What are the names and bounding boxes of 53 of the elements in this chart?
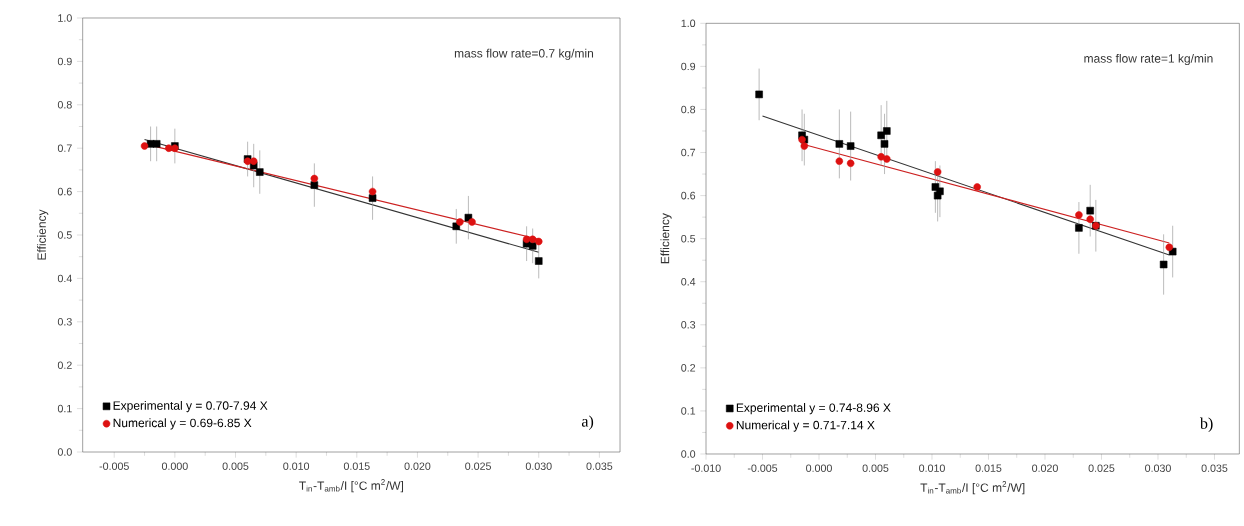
x-tick-label: 0.010 (919, 464, 945, 472)
y-tick-label: 0.4 (57, 274, 72, 283)
x-tick-label: 0.030 (525, 462, 552, 470)
y-tick-label: 0.0 (57, 448, 72, 456)
x-tick-label: 0.015 (343, 462, 370, 470)
x-tick-label: -0.005 (747, 464, 778, 472)
y-tick-label: 0.7 (57, 144, 72, 152)
y-axis-title: Efficiency (660, 213, 672, 264)
y-tick-label: 0.4 (681, 277, 696, 286)
y-tick-label: 0.9 (57, 57, 72, 66)
x-tick-label: 0.000 (161, 462, 188, 470)
x-tick-label: 0.025 (1088, 464, 1115, 472)
y-tick-label: 1.0 (58, 14, 72, 22)
y-tick-label: 0.5 (57, 231, 72, 239)
legend-label: Experimental y = 0.70-7.94 X (113, 400, 268, 413)
legend-label: Numerical y = 0.71-7.14 X (736, 420, 875, 432)
y-tick-label: 1.0 (681, 19, 696, 28)
annotation: mass flow rate=0.7 kg/min (454, 48, 594, 60)
y-tick-label: 0.1 (57, 404, 72, 413)
y-tick-label: 0.6 (57, 187, 72, 196)
y-tick-label: 0.5 (681, 234, 696, 243)
y-tick-label: 0.7 (681, 148, 696, 157)
y-tick-label: 0.2 (681, 364, 696, 372)
y-tick-label: 0.6 (681, 191, 696, 200)
x-tick-label: -0.010 (691, 464, 721, 472)
y-tick-label: 0.8 (57, 101, 72, 109)
x-tick-label: 0.035 (586, 462, 613, 470)
annotation: b) (1199, 417, 1213, 433)
y-tick-label: 0.8 (681, 105, 696, 114)
x-tick-label: 0.025 (465, 462, 491, 470)
legend-label: Experimental y = 0.74-8.96 X (736, 403, 891, 415)
y-tick-label: 0.1 (681, 407, 696, 415)
x-axis-title: T$_{in}$-T$_{amb}$/I [°C m$^{2}$/W] (299, 479, 404, 493)
x-tick-label: 0.000 (806, 464, 832, 472)
annotation: a) (581, 415, 594, 430)
y-tick-label: 0.0 (681, 450, 696, 458)
annotation: mass flow rate=1 kg/min (1084, 53, 1213, 66)
legend-label: Numerical y = 0.69-6.85 X (113, 418, 252, 430)
y-tick-label: 0.3 (57, 318, 72, 326)
x-tick-label: 0.005 (862, 464, 889, 472)
y-axis-title: Efficiency (37, 209, 49, 260)
x-tick-label: -0.005 (99, 462, 129, 470)
x-tick-label: 0.005 (222, 462, 249, 470)
y-tick-label: 0.9 (681, 62, 696, 71)
x-axis-title: T$_{in}$-T$_{amb}$/I [°C m$^{2}$/W] (920, 481, 1025, 495)
x-tick-label: 0.020 (1032, 464, 1058, 472)
x-tick-label: 0.015 (975, 464, 1002, 472)
x-tick-label: 0.035 (1201, 464, 1228, 472)
x-tick-label: 0.010 (283, 462, 310, 470)
y-tick-label: 0.3 (681, 321, 696, 329)
x-tick-label: 0.020 (404, 462, 431, 470)
y-tick-label: 0.2 (57, 361, 72, 369)
x-tick-label: 0.030 (1145, 464, 1171, 472)
